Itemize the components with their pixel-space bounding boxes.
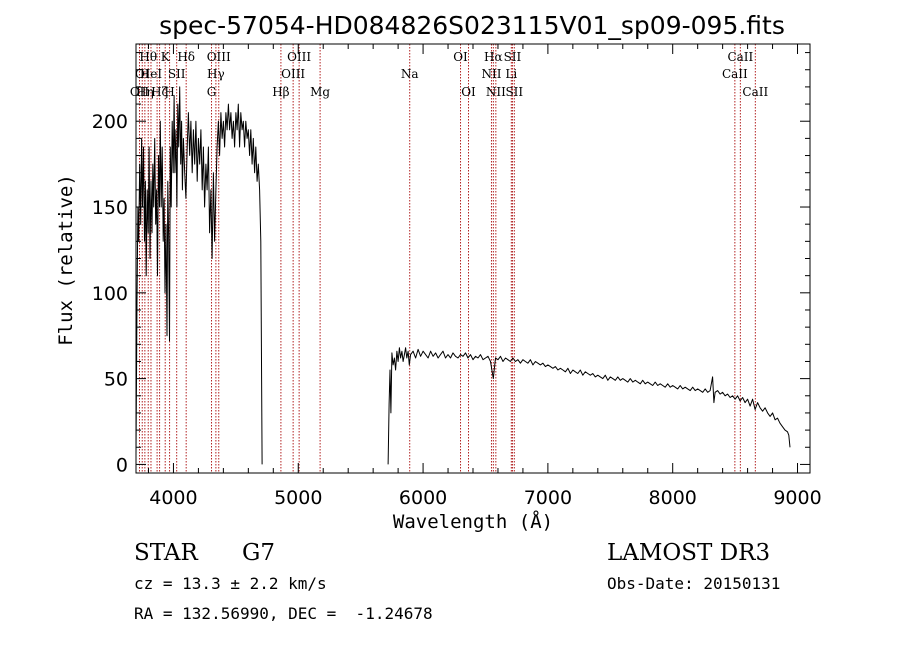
line-marker-label: OI (453, 50, 468, 64)
line-marker-label: Hδ (177, 50, 195, 64)
y-tick-label: 150 (92, 197, 128, 219)
spectral-line-labels: OII OI Hη Hθ HeI Hζ K H SII Hδ G Hγ OIII Hβ OIII OIII Mg… (130, 50, 769, 99)
line-marker-label: K (161, 50, 171, 64)
line-marker-label: Hη (136, 85, 154, 99)
x-tick-label: 8000 (649, 487, 697, 509)
flux-line (135, 86, 263, 465)
plot-frame (135, 43, 811, 474)
line-marker-label: OI (461, 85, 476, 99)
y-axis-label: Flux (relative) (55, 174, 77, 346)
axis-ticks: 4000 5000 6000 7000 8000 9000 0 50 100 150 200 (92, 44, 822, 509)
line-marker-label: OII (130, 85, 150, 99)
flux-line (387, 347, 791, 465)
line-marker-label: Na (401, 67, 419, 81)
redshift-cz: cz = 13.3 ± 2.2 km/s (134, 574, 327, 593)
x-tick-label: 7000 (524, 487, 572, 509)
line-marker-label: OIII (281, 67, 305, 81)
spectral-line-markers (138, 44, 756, 473)
line-marker-label: H (164, 85, 174, 99)
x-tick-label: 4000 (149, 487, 197, 509)
object-class: STAR (134, 540, 198, 566)
line-marker-label: Mg (310, 85, 330, 99)
survey-name: LAMOST DR3 (607, 540, 771, 566)
y-tick-label: 50 (104, 369, 128, 391)
x-tick-label: 6000 (399, 487, 447, 509)
x-axis-label: Wavelength (Å) (393, 510, 553, 533)
y-tick-label: 100 (92, 283, 128, 305)
line-marker-label: CaII (727, 50, 753, 64)
line-marker-label: Hθ (139, 50, 157, 64)
line-marker-label: Hα (484, 50, 503, 64)
y-tick-label: 0 (116, 454, 128, 476)
line-marker-label: HeI (140, 67, 163, 81)
chart-title: spec-57054-HD084826S023115V01_sp09-095.f… (159, 11, 785, 40)
line-marker-label: CaII (742, 85, 768, 99)
line-marker-label: SII (505, 85, 523, 99)
y-tick-label: 200 (92, 111, 128, 133)
line-marker-label: Hγ (207, 67, 225, 81)
line-marker-label: G (207, 85, 217, 99)
line-marker-label: NII (481, 67, 501, 81)
flux-series (135, 86, 791, 465)
line-marker-label: Li (505, 67, 517, 81)
line-marker-label: Hβ (272, 85, 289, 99)
ra-dec: RA = 132.56990, DEC = -1.24678 (134, 604, 433, 623)
object-subclass: G7 (242, 540, 276, 566)
line-marker-label: OIII (287, 50, 311, 64)
x-tick-label: 9000 (773, 487, 821, 509)
line-marker-label: SII (504, 50, 522, 64)
line-marker-label: Hζ (151, 85, 168, 99)
line-marker-label: OI (135, 67, 150, 81)
line-marker-label: NII (486, 85, 506, 99)
x-tick-label: 5000 (274, 487, 322, 509)
line-marker-label: SII (168, 67, 186, 81)
observation-date: Obs-Date: 20150131 (607, 574, 781, 593)
line-marker-label: OIII (207, 50, 231, 64)
line-marker-label: CaII (722, 67, 748, 81)
